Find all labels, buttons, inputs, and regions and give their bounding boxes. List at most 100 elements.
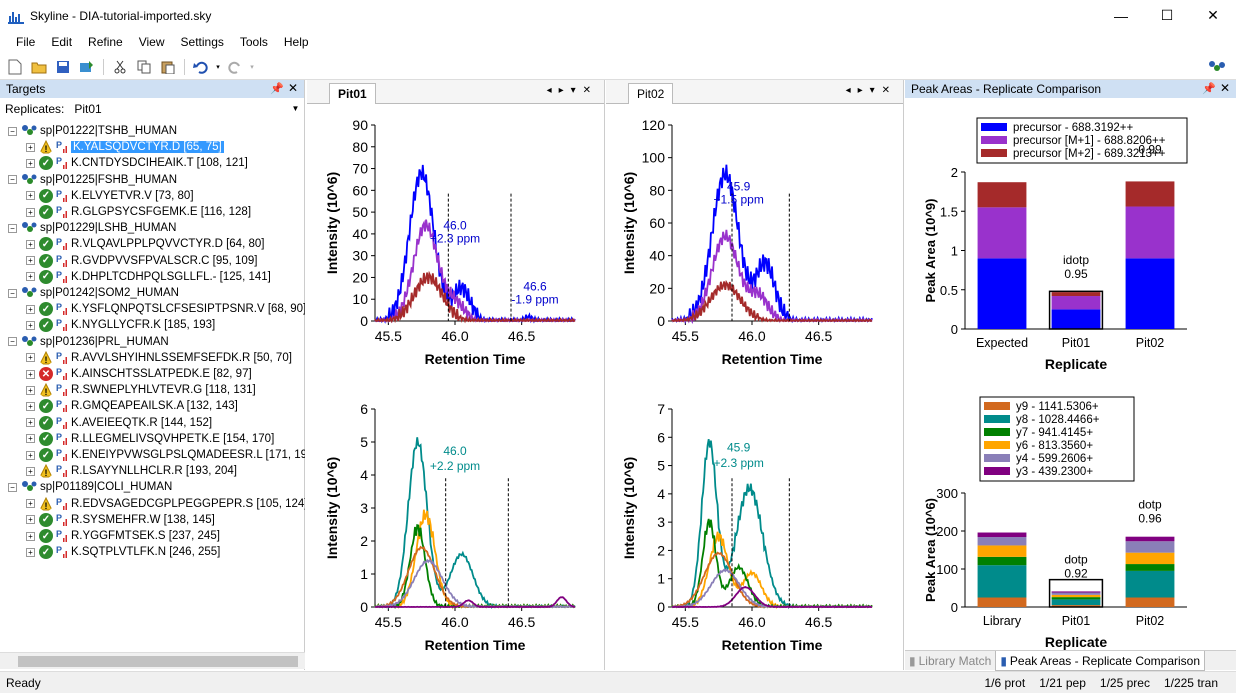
peptide-node[interactable]: + ✓ P R.VLQAVLPPLPQVVCTYR.D [64, 80] [26, 236, 264, 252]
peptide-node[interactable]: + ✕ P K.AINSCHTSSLATPEDK.E [82, 97] [26, 366, 252, 382]
peptide-node[interactable]: + ✓ P R.LLEGMELIVSQVHPETK.E [154, 170] [26, 431, 274, 447]
copy-icon[interactable] [133, 57, 155, 77]
expand-icon[interactable]: + [26, 369, 35, 379]
collapse-icon[interactable]: − [8, 288, 17, 298]
expand-icon[interactable]: + [26, 158, 35, 168]
expand-icon[interactable]: + [26, 239, 35, 249]
undo-icon[interactable] [190, 57, 212, 77]
expand-icon[interactable]: + [26, 450, 35, 460]
maximize-button[interactable]: ☐ [1160, 7, 1174, 23]
tab-peak-areas[interactable]: ▮ Peak Areas - Replicate Comparison [995, 651, 1206, 671]
chromatogram-series [671, 531, 873, 609]
expand-icon[interactable]: + [26, 191, 35, 201]
save-icon[interactable] [52, 57, 74, 77]
redo-icon[interactable] [224, 57, 246, 77]
targets-tree[interactable]: − sp|P01222|TSHB_HUMAN +! P K.YALSQDVCTYR.D … [0, 122, 305, 652]
paste-icon[interactable] [157, 57, 179, 77]
new-file-icon[interactable] [4, 57, 26, 77]
expand-icon[interactable]: + [26, 499, 35, 509]
expand-icon[interactable]: + [26, 434, 35, 444]
peptide-node[interactable]: +! P R.EDVSAGEDCGPLPEGGPEPR.S [105, 124] [26, 496, 305, 512]
peptide-node[interactable]: + ✓ P K.AVEIEEQTK.R [144, 152] [26, 415, 212, 431]
collapse-icon[interactable]: − [8, 175, 17, 185]
close-pane-icon[interactable]: ✕ [1219, 81, 1230, 95]
peptide-node[interactable]: + ✓ P R.SYSMEHFR.W [138, 145] [26, 512, 215, 528]
tab-library-match[interactable]: ▮ Library Match [905, 651, 995, 671]
expand-icon[interactable]: + [26, 256, 35, 266]
chromatogram-series [374, 270, 576, 324]
pin-icon[interactable]: 📌 [1202, 83, 1216, 95]
expand-icon[interactable]: + [26, 418, 35, 428]
peptide-node[interactable]: +! P R.AVVLSHYIHNLSSEMFSEFDK.R [50, 70] [26, 350, 292, 366]
menu-refine[interactable]: Refine [88, 35, 123, 49]
horizontal-scrollbar[interactable] [0, 652, 305, 669]
protein-node[interactable]: − sp|P01242|SOM2_HUMAN [8, 285, 179, 301]
tab-pit01[interactable]: Pit01 [329, 83, 376, 104]
expand-icon[interactable]: + [26, 320, 35, 330]
peptide-node[interactable]: + ✓ P K.ENEIYPVWSGLPSLQMADEESR.L [171, 192] [26, 447, 305, 463]
protein-node[interactable]: − sp|P01229|LSHB_HUMAN [8, 220, 176, 236]
expand-icon[interactable]: + [26, 515, 35, 525]
import-icon[interactable] [76, 57, 98, 77]
protein-node[interactable]: − sp|P01222|TSHB_HUMAN [8, 123, 177, 139]
collapse-icon[interactable]: − [8, 482, 17, 492]
peptide-node[interactable]: + ✓ P R.GVDPVVSFPVALSCR.C [95, 109] [26, 253, 257, 269]
peptide-node[interactable]: + ✓ P K.YSFLQNPQTSLCFSESIPTPSNR.V [68, 90] [26, 301, 305, 317]
expand-icon[interactable]: + [26, 207, 35, 217]
peptide-node[interactable]: +! P R.LSAYYNLLHCLR.R [193, 204] [26, 463, 237, 479]
undo-dropdown-icon[interactable]: ▾ [216, 63, 220, 71]
peptide-node[interactable]: + ✓ P K.DHPLTCDHPQLSGLLFL.- [125, 141] [26, 269, 271, 285]
peak-area-charts[interactable]: precursor - 688.3192++precursor [M+1] - … [905, 98, 1236, 650]
peptide-node[interactable]: + ✓ P K.CNTDYSDCIHEAIK.T [108, 121] [26, 155, 248, 171]
menu-settings[interactable]: Settings [180, 35, 224, 49]
expand-icon[interactable]: + [26, 272, 35, 282]
menu-view[interactable]: View [138, 35, 165, 49]
redo-dropdown-icon[interactable]: ▾ [250, 63, 254, 71]
peptide-node[interactable]: + ✓ P R.YGGFMTSEK.S [237, 245] [26, 528, 220, 544]
expand-icon[interactable]: + [26, 304, 35, 314]
collapse-icon[interactable]: − [8, 223, 17, 233]
close-pane-icon[interactable]: ✕ [287, 81, 298, 95]
expand-icon[interactable]: + [26, 401, 35, 411]
menu-file[interactable]: File [16, 35, 36, 49]
minimize-button[interactable]: — [1114, 7, 1128, 24]
peptide-node[interactable]: + ✓ P K.SQTPLVTLFK.N [246, 255] [26, 544, 220, 560]
chevron-down-icon[interactable]: ▼ [291, 104, 300, 113]
peptide-node[interactable]: +! P K.YALSQDVCTYR.D [65, 75] [26, 139, 224, 155]
protein-icon [22, 125, 37, 135]
peptide-label: K.CNTDYSDCIHEAIK.T [108, 121] [71, 157, 248, 170]
peptide-node[interactable]: + ✓ P R.GLGPSYCSFGEMK.E [116, 128] [26, 204, 251, 220]
y-axis-label: Peak Area (10^9) [923, 199, 938, 303]
expand-icon[interactable]: + [26, 547, 35, 557]
peptide-node[interactable]: + ✓ P K.NYGLLYCFR.K [185, 193] [26, 317, 215, 333]
peptide-node[interactable]: + ✓ P R.GMQEAPEAILSK.A [132, 143] [26, 398, 238, 414]
tab-controls[interactable]: ◂▸▾✕ [546, 85, 598, 96]
menu-tools[interactable]: Tools [239, 35, 268, 49]
replicate-select[interactable]: Pit01 ▼ [70, 100, 303, 118]
expand-icon[interactable]: + [26, 531, 35, 541]
protein-node[interactable]: − sp|P01236|PRL_HUMAN [8, 334, 169, 350]
tab-controls[interactable]: ◂▸▾✕ [845, 85, 897, 96]
peptide-icon[interactable] [1206, 57, 1228, 77]
protein-node[interactable]: − sp|P01189|COLI_HUMAN [8, 479, 172, 495]
protein-node[interactable]: − sp|P01225|FSHB_HUMAN [8, 172, 177, 188]
peptide-node[interactable]: + ✓ P K.ELVYETVR.V [73, 80] [26, 188, 194, 204]
menu-edit[interactable]: Edit [51, 35, 73, 49]
peptide-node[interactable]: +! P R.SWNEPLYHLVTEVR.G [118, 131] [26, 382, 256, 398]
expand-icon[interactable]: + [26, 385, 35, 395]
scrollbar-thumb[interactable] [18, 656, 298, 667]
cut-icon[interactable] [109, 57, 131, 77]
menu-help[interactable]: Help [283, 35, 309, 49]
expand-icon[interactable]: + [26, 353, 35, 363]
y-tick-label: 60 [649, 215, 665, 231]
collapse-icon[interactable]: − [8, 126, 17, 136]
close-button[interactable]: ✕ [1207, 7, 1219, 23]
open-folder-icon[interactable] [28, 57, 50, 77]
expand-icon[interactable]: + [26, 466, 35, 476]
pin-icon[interactable]: 📌 [270, 83, 284, 95]
collapse-icon[interactable]: − [8, 337, 17, 347]
expand-icon[interactable]: + [26, 142, 35, 152]
tab-pit02[interactable]: Pit02 [628, 83, 674, 104]
